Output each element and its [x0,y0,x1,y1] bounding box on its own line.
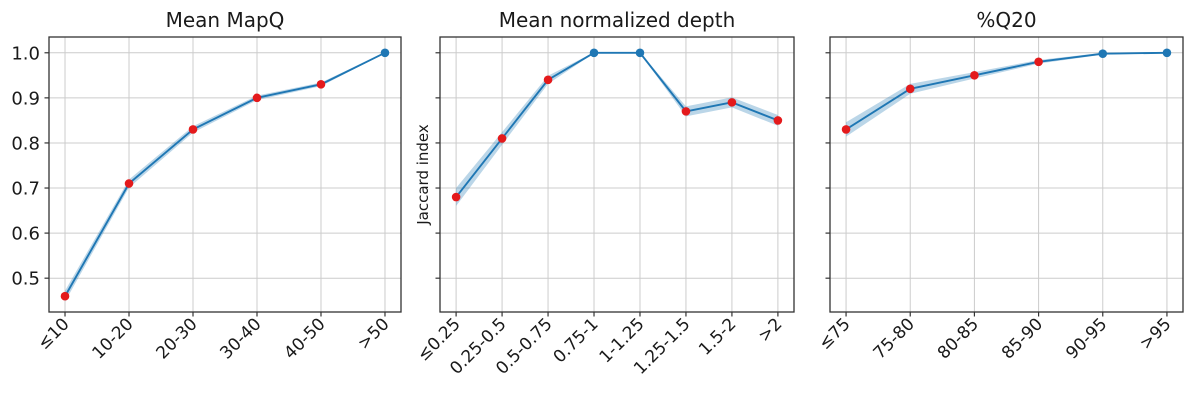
data-point-marker [380,48,390,58]
x-tick-label: 20-30 [152,314,201,363]
y-tick-label: 0.5 [11,269,40,290]
data-point-marker [252,93,262,103]
x-tick-label: 90-95 [1062,314,1111,363]
y-tick-label: 0.7 [11,179,40,200]
data-point-marker [1034,57,1043,67]
x-tick-label: 40-50 [280,314,329,363]
subplot-title: Mean normalized depth [499,8,736,32]
axes-spines [829,36,1184,313]
subplot-2: ≤0.250.25-0.50.5-0.750.75-11-1.251.25-1.… [414,8,795,379]
subplot-title: Mean MapQ [166,8,285,32]
subplot-3: ≤75 75-80 80-85 85-90 90-95 >95 %Q20 [815,8,1184,363]
data-point-marker [543,75,553,85]
data-point-marker [451,192,461,202]
axes-spines [48,36,402,313]
data-point-marker [188,125,198,134]
error-band [456,52,778,207]
data-point-marker [635,48,645,58]
axes-spines [439,36,795,313]
data-point-marker [773,116,783,125]
y-tick-label: 0.6 [11,224,40,245]
data-line [845,51,1168,131]
error-band [846,52,1167,137]
data-point-marker [970,71,979,80]
y-tick-label: 0.9 [11,88,40,109]
data-point-marker [681,107,691,116]
data-point-marker [727,98,737,107]
data-point-marker [497,134,507,143]
y-axis-label: Jaccard index [414,124,432,226]
x-tick-label: 85-90 [998,314,1047,363]
data-line [64,51,386,298]
x-tick-label: 0.75-1 [550,314,603,367]
data-line [455,51,779,198]
data-point-marker [589,48,599,58]
x-tick-label: >50 [354,314,394,354]
x-tick-label: >95 [1136,314,1176,354]
y-tick-label: 1.0 [11,43,40,64]
data-point-marker [60,291,70,301]
data-point-marker [1098,49,1108,58]
x-tick-label: >2 [755,314,787,346]
x-tick-label: ≤10 [34,314,74,354]
data-point-marker [316,80,326,89]
data-point-marker [905,84,915,94]
y-tick-label: 0.8 [11,133,40,154]
error-band [65,52,385,302]
x-tick-label: 30-40 [216,314,265,363]
data-point-marker [1162,48,1172,58]
x-tick-label: 75-80 [870,314,919,363]
subplot-title: %Q20 [976,8,1036,32]
x-tick-label: 10-20 [88,314,137,363]
x-tick-label: 1.5-2 [695,314,740,359]
data-point-marker [841,125,851,134]
x-tick-label: 80-85 [934,314,983,363]
subplot-1: ≤10 10-20 20-30 30-40 40-50 >50 1.0 0.9 0.8 0.7 0.… [11,8,402,363]
data-point-marker [124,179,134,188]
x-tick-label: ≤75 [815,314,855,354]
